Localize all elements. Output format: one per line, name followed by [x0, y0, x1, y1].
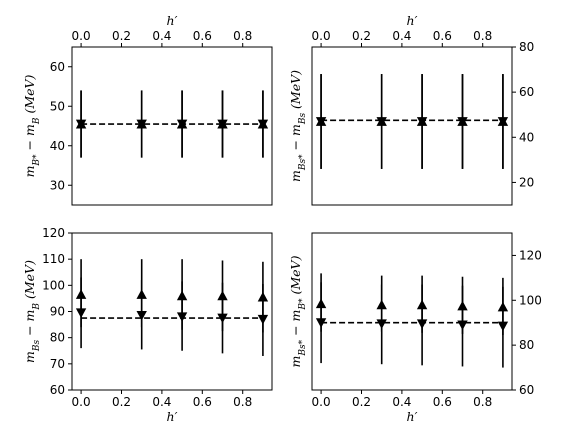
triangle-down-marker [136, 119, 147, 130]
triangle-down-marker [257, 119, 269, 130]
triangle-down-marker [217, 119, 228, 130]
triangle-down-marker [176, 312, 188, 322]
x-tick-label: 0.4 [392, 29, 411, 43]
y-tick-label: 110 [42, 252, 65, 266]
y-tick-label: 90 [50, 305, 65, 319]
triangle-up-marker [376, 299, 387, 310]
y-tick-label: 80 [519, 40, 534, 54]
triangle-up-marker [457, 300, 468, 311]
x-tick-label: 0.8 [233, 395, 252, 409]
y-tick-label: 40 [519, 130, 534, 144]
triangle-down-marker [416, 117, 428, 127]
triangle-down-marker [315, 117, 327, 127]
y-tick-label: 100 [42, 278, 65, 292]
triangle-up-marker [315, 298, 327, 309]
panel-bottom-left: 0.0 0.2 0.4 0.6 0.8 h′ 60 70 80 90 100 110 120 mBs − … [22, 226, 273, 424]
x-tick-label: 0.4 [152, 395, 171, 409]
x-tick-label: 0.8 [473, 395, 492, 409]
triangle-down-marker [457, 320, 468, 331]
triangle-down-marker [376, 117, 387, 127]
triangle-up-marker [176, 290, 188, 301]
triangle-up-marker [257, 291, 269, 302]
x-tick-label: 0.6 [193, 29, 212, 43]
triangle-down-marker [315, 318, 327, 328]
plot-frame [71, 46, 273, 206]
x-tick-label: 0.0 [72, 395, 91, 409]
x-axis-label: h′ [407, 13, 418, 28]
triangle-down-marker [457, 117, 468, 127]
x-tick-label: 0.2 [352, 395, 371, 409]
y-axis-label: mBs* − mB* (MeV) [288, 255, 308, 367]
triangle-down-marker [497, 321, 509, 332]
x-axis-label: h′ [407, 409, 418, 424]
y-tick-label: 20 [519, 175, 534, 189]
x-tick-label: 0.8 [233, 29, 252, 43]
triangle-down-marker [497, 117, 509, 127]
y-tick-label: 100 [519, 293, 542, 307]
y-tick-label: 70 [50, 357, 65, 371]
y-axis-label: mBs − mB (MeV) [22, 260, 42, 363]
panel-top-right: 0.0 0.2 0.4 0.6 0.8 h′ 20 40 60 80 mBs* − mBs (MeV… [288, 13, 534, 206]
triangle-up-marker [217, 290, 228, 301]
plot-frame [71, 232, 273, 391]
triangle-down-marker [176, 119, 188, 130]
y-tick-label: 120 [42, 226, 65, 240]
y-tick-label: 80 [519, 338, 534, 352]
triangle-down-marker [217, 313, 228, 324]
triangle-down-marker [416, 319, 428, 330]
y-tick-label: 60 [519, 85, 534, 99]
y-tick-label: 60 [50, 60, 65, 74]
triangle-up-marker [416, 299, 428, 310]
x-tick-label: 0.4 [392, 395, 411, 409]
triangle-up-marker [497, 301, 509, 312]
x-tick-label: 0.2 [112, 29, 131, 43]
triangle-down-marker [376, 319, 387, 330]
x-tick-label: 0.2 [352, 29, 371, 43]
x-tick-label: 0.0 [72, 29, 91, 43]
triangle-down-marker [75, 308, 87, 319]
panel-bottom-right: 0.0 0.2 0.4 0.6 0.8 h′ 60 80 100 120 mBs* − mB* (M… [288, 232, 542, 424]
x-tick-label: 0.2 [112, 395, 131, 409]
x-tick-label: 0.6 [193, 395, 212, 409]
triangle-up-marker [136, 289, 147, 299]
y-tick-label: 40 [50, 139, 65, 153]
triangle-down-marker [75, 119, 87, 130]
y-axis-label: mB* − mB (MeV) [22, 74, 42, 177]
y-tick-label: 120 [519, 248, 542, 262]
x-tick-label: 0.4 [152, 29, 171, 43]
x-tick-label: 0.6 [433, 395, 452, 409]
y-tick-label: 50 [50, 99, 65, 113]
plot-frame [311, 46, 513, 206]
plot-frame [311, 232, 513, 391]
y-tick-label: 80 [50, 331, 65, 345]
triangle-down-marker [136, 311, 147, 321]
y-axis-label: mBs* − mBs (MeV) [288, 70, 308, 182]
triangle-up-marker [75, 289, 87, 299]
panel-top-left: 0.0 0.2 0.4 0.6 0.8 h′ 30 40 50 60 mB* − mB (MeV) [22, 13, 273, 206]
x-tick-label: 0.0 [312, 29, 331, 43]
triangle-down-marker [257, 314, 269, 325]
x-tick-label: 0.6 [433, 29, 452, 43]
y-tick-label: 30 [50, 178, 65, 192]
x-axis-label: h′ [167, 409, 178, 424]
y-tick-label: 60 [50, 383, 65, 397]
x-axis-label: h′ [167, 13, 178, 28]
x-tick-label: 0.0 [312, 395, 331, 409]
y-tick-label: 60 [519, 383, 534, 397]
x-tick-label: 0.8 [473, 29, 492, 43]
